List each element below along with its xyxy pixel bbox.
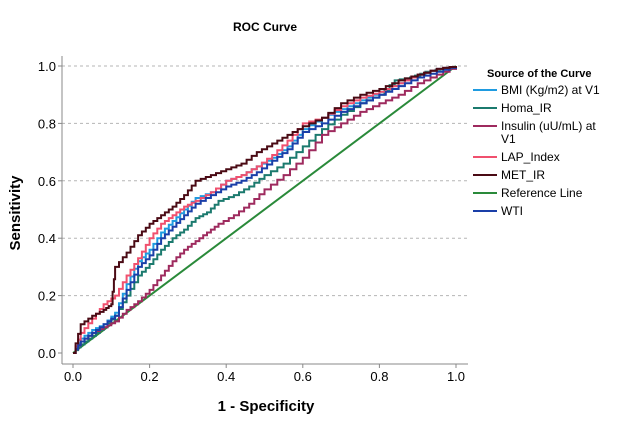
x-tick-label: 0.2 bbox=[141, 369, 159, 384]
y-axis-label: Sensitivity bbox=[7, 175, 24, 251]
legend-label-homa-ir: Homa_IR bbox=[501, 101, 552, 115]
legend-label-wti: WTI bbox=[501, 204, 523, 218]
y-tick-label: 0.0 bbox=[38, 346, 56, 361]
x-tick-label: 1.0 bbox=[447, 369, 465, 384]
legend-label-lap-index: LAP_Index bbox=[501, 150, 560, 164]
series-wti-line bbox=[73, 66, 457, 354]
legend-label-insulin-uu-ml-at-v1: Insulin (uU/mL) at bbox=[501, 119, 596, 133]
y-tick-label: 0.2 bbox=[38, 289, 56, 304]
y-tick-label: 0.8 bbox=[38, 116, 56, 131]
legend: Source of the Curve BMI (Kg/m2) at V1 Hom… bbox=[473, 68, 600, 218]
legend-label-bmi-kg-m2-at-v1: BMI (Kg/m2) at V1 bbox=[501, 83, 600, 97]
chart-title: ROC Curve bbox=[233, 20, 297, 34]
x-axis-label: 1 - Specificity bbox=[218, 398, 315, 415]
series-insulin-uu-ml-at-v1-line bbox=[73, 66, 457, 354]
plot-area bbox=[72, 65, 457, 354]
legend-label-met-ir: MET_IR bbox=[501, 168, 545, 182]
x-tick-label: 0.8 bbox=[370, 369, 388, 384]
legend-label-reference-line: Reference Line bbox=[501, 186, 583, 200]
legend-title: Source of the Curve bbox=[487, 68, 592, 80]
y-tick-label: 1.0 bbox=[38, 59, 56, 74]
y-tick-label: 0.6 bbox=[38, 174, 56, 189]
series-met-ir-line bbox=[73, 66, 457, 354]
legend-label-insulin-uu-ml-at-v1: V1 bbox=[501, 132, 516, 146]
axes bbox=[61, 56, 468, 365]
y-tick-label: 0.4 bbox=[38, 231, 56, 246]
ticks: 0.0 0.2 0.4 0.6 0.8 1.0 0.0 0.2 0.4 0.6 0.8 1.0 bbox=[38, 59, 465, 384]
x-tick-label: 0.0 bbox=[64, 369, 82, 384]
x-tick-label: 0.4 bbox=[217, 369, 235, 384]
x-tick-label: 0.6 bbox=[294, 369, 312, 384]
